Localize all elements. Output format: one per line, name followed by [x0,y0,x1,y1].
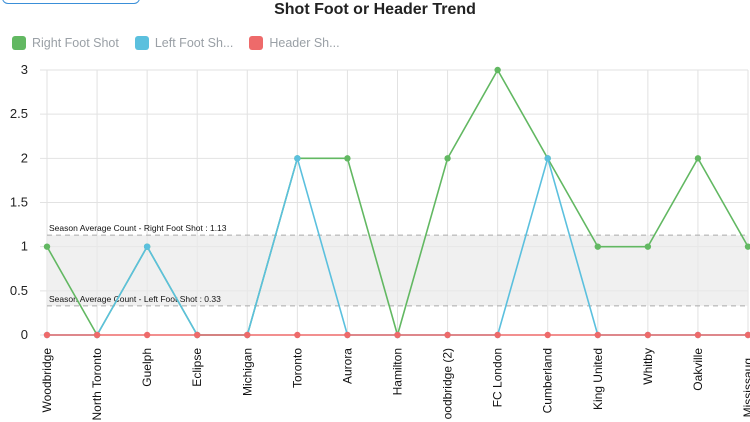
data-point [544,331,551,339]
y-tick-label: 3 [21,62,28,77]
x-tick-label: Eclipse [190,348,204,387]
data-point [494,331,501,339]
x-tick-label: Whitby [641,348,655,385]
legend-label-header: Header Sh... [269,36,340,50]
data-point [143,243,151,250]
y-tick-label: 0 [21,327,28,342]
data-point [644,331,652,339]
data-point [294,155,301,162]
legend-label-left-foot: Left Foot Sh... [154,36,234,50]
data-point [344,155,351,162]
legend-label-right-foot: Right Foot Shot [32,36,119,50]
data-point [444,331,451,339]
x-tick-label: Oakville [691,348,705,391]
x-tick-label: Mississaug... [741,348,750,417]
data-point [294,331,301,339]
x-tick-label: King United [591,348,605,410]
data-point [694,155,702,162]
data-point [394,331,401,339]
x-tick-label: North Toronto [90,348,104,421]
data-point [143,331,151,339]
y-tick-label: 2.5 [10,106,28,121]
data-point [744,243,750,250]
data-point [494,66,501,74]
legend-swatch-left-foot [134,36,149,50]
data-point [594,243,601,250]
data-point [244,331,251,339]
legend: Right Foot Shot Left Foot Sh... Header S… [12,36,340,50]
x-tick-label: Woodbridge [40,348,54,413]
data-point [93,331,101,339]
data-point [744,331,750,339]
x-tick-label: Hamilton [391,348,405,395]
data-point [594,331,601,339]
average-label: Season Average Count - Right Foot Shot :… [49,223,227,233]
legend-swatch-right-foot [12,36,26,50]
x-tick-label: FC London [491,348,505,407]
data-point [344,331,351,339]
data-point [644,243,652,250]
x-tick-label: Toronto [290,348,304,388]
legend-item-left-foot[interactable]: Left Foot Sh... [134,36,234,50]
legend-swatch-header [249,36,264,50]
average-label: Season Average Count - Left Foot Shot : … [49,294,221,304]
x-tick-label: Michigan [240,348,254,396]
legend-item-right-foot[interactable]: Right Foot Shot [12,36,119,50]
data-point [694,331,702,339]
y-tick-label: 1 [21,239,28,254]
data-point [444,155,451,162]
y-tick-label: 1.5 [10,195,28,210]
y-tick-label: 2 [21,150,28,165]
x-tick-label: Guelph [140,348,154,387]
data-point [43,243,51,250]
legend-item-header[interactable]: Header Sh... [249,36,340,50]
x-tick-label: Aurora [340,348,354,384]
data-point [43,331,51,339]
y-tick-label: 0.5 [10,283,28,298]
data-point [544,155,551,162]
x-tick-label: oodbridge (2) [441,348,455,419]
x-tick-label: Cumberland [541,348,555,413]
data-point [194,331,201,339]
chart-title: Shot Foot or Header Trend [274,1,476,18]
